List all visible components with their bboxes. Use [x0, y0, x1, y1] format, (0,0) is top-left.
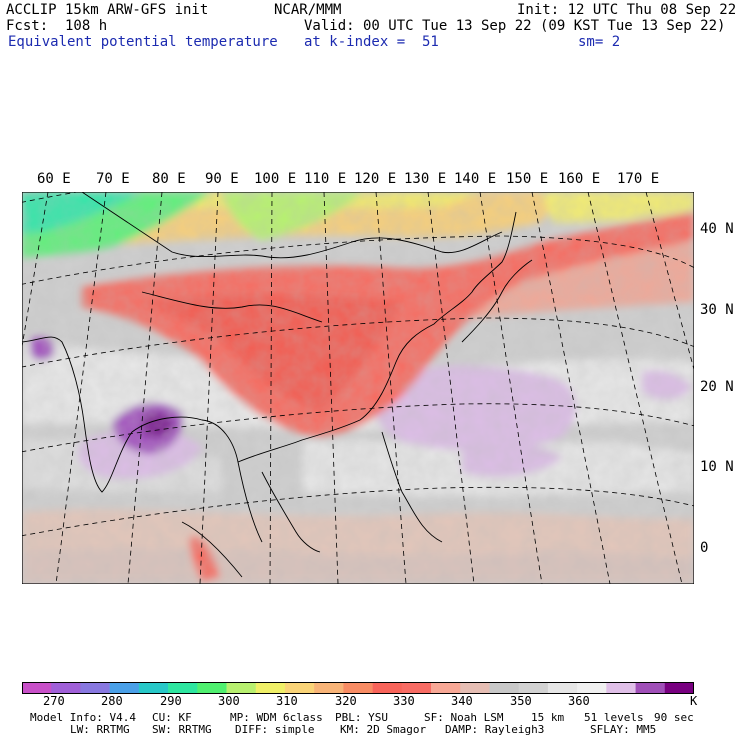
lon-label: 120 E — [354, 171, 397, 187]
colorbar-swatch — [401, 682, 432, 694]
colorbar-swatch — [80, 682, 110, 694]
colorbar-swatch — [22, 682, 52, 694]
colorbar-unit: K — [690, 694, 698, 708]
colorbar-swatch — [168, 682, 198, 694]
theta-e-map — [22, 192, 694, 584]
level-index: at k-index = 51 — [304, 34, 439, 50]
lat-label: 10 N — [700, 459, 734, 475]
field-name: Equivalent potential temperature — [8, 34, 278, 50]
colorbar-swatch — [547, 682, 578, 694]
lon-label: 110 E — [304, 171, 347, 187]
colorbar-tick: 320 — [335, 694, 357, 708]
colorbar-swatch — [577, 682, 607, 694]
lat-label: 30 N — [700, 302, 734, 318]
lon-label: 170 E — [617, 171, 660, 187]
lon-label: 140 E — [454, 171, 497, 187]
colorbar-tick: 350 — [510, 694, 532, 708]
resolution: 15 km — [531, 711, 565, 724]
colorbar-tick: 310 — [276, 694, 298, 708]
colorbar-swatch — [518, 682, 549, 694]
organization: NCAR/MMM — [274, 2, 342, 18]
colorbar-swatch — [343, 682, 373, 694]
colorbar-swatch — [226, 682, 257, 694]
lon-label: 130 E — [404, 171, 447, 187]
lat-label: 0 — [700, 540, 709, 556]
sw-scheme: SW: RRTMG — [152, 723, 212, 736]
pbl-scheme: PBL: YSU — [335, 711, 388, 724]
valid-time: Valid: 00 UTC Tue 13 Sep 22 (09 KST Tue … — [304, 18, 726, 34]
field-texture — [22, 192, 694, 584]
lon-label: 60 E — [37, 171, 71, 187]
lon-label: 70 E — [96, 171, 130, 187]
model-info: Model Info: V4.4 — [30, 711, 136, 724]
colorbar-swatch — [372, 682, 403, 694]
time-step: 90 sec — [654, 711, 694, 724]
colorbar-swatch — [255, 682, 286, 694]
colorbar — [22, 682, 694, 694]
init-time: Init: 12 UTC Thu 08 Sep 22 — [517, 2, 737, 18]
colorbar-swatch — [197, 682, 227, 694]
lon-label: 90 E — [205, 171, 239, 187]
meridians — [22, 192, 694, 584]
colorbar-tick: 280 — [101, 694, 123, 708]
lon-label: 150 E — [506, 171, 549, 187]
colorbar-swatch — [109, 682, 140, 694]
colorbar-swatch — [284, 682, 315, 694]
cu-scheme: CU: KF — [152, 711, 192, 724]
colorbar-swatch — [635, 682, 666, 694]
colorbar-swatch — [138, 682, 169, 694]
lat-label: 40 N — [700, 221, 734, 237]
parallels — [22, 192, 694, 537]
vertical-levels: 51 levels — [584, 711, 644, 724]
colorbar-frame — [22, 682, 694, 694]
sf-scheme: SF: Noah LSM — [424, 711, 504, 724]
lat-label: 20 N — [700, 379, 734, 395]
colorbar-tick: 330 — [393, 694, 415, 708]
colorbar-swatch — [606, 682, 636, 694]
colorbar-swatch — [431, 682, 461, 694]
sflay-scheme: SFLAY: MM5 — [590, 723, 657, 736]
colorbar-tick: 290 — [160, 694, 182, 708]
lon-label: 100 E — [254, 171, 297, 187]
smoothing: sm= 2 — [578, 34, 621, 50]
colorbar-tick: 360 — [568, 694, 590, 708]
colorbar-swatch — [51, 682, 81, 694]
damp-scheme: DAMP: Rayleigh3 — [445, 723, 545, 736]
diff-scheme: DIFF: simple — [235, 723, 315, 736]
lon-label: 80 E — [152, 171, 186, 187]
colorbar-swatch — [664, 682, 694, 694]
colorbar-tick: 300 — [218, 694, 240, 708]
colorbar-swatch — [489, 682, 519, 694]
colorbar-tick: 270 — [43, 694, 65, 708]
colorbar-swatch — [314, 682, 344, 694]
lw-scheme: LW: RRTMG — [70, 723, 130, 736]
coastlines — [22, 192, 533, 578]
colorbar-swatch — [460, 682, 490, 694]
forecast-hour: Fcst: 108 h — [6, 18, 108, 34]
model-title: ACCLIP 15km ARW-GFS init — [6, 2, 209, 18]
km-scheme: KM: 2D Smagor — [340, 723, 427, 736]
colorbar-tick: 340 — [451, 694, 473, 708]
lon-label: 160 E — [558, 171, 601, 187]
mp-scheme: MP: WDM 6class — [230, 711, 323, 724]
